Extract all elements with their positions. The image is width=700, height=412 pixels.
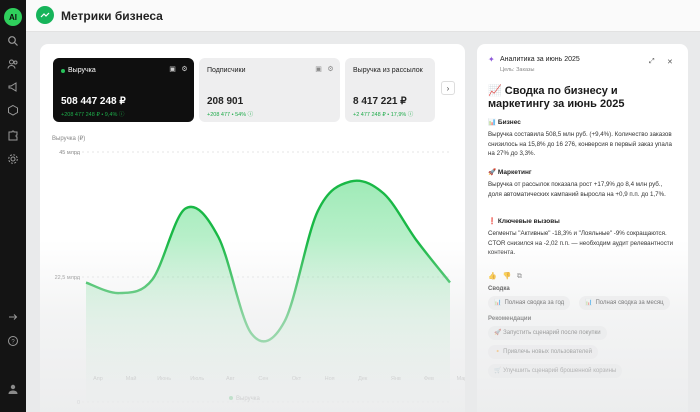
card-label: Выручка <box>68 67 96 74</box>
gear-icon[interactable] <box>6 152 20 166</box>
card-change: +208 477 • 54% ⓘ <box>207 112 254 118</box>
expand-icon[interactable]: ⤢ <box>649 58 655 65</box>
legend-marker <box>229 396 233 400</box>
section-heading: 🚀 Маркетинг <box>488 169 532 176</box>
chip-recommendation[interactable]: 🛒 Улучшить сценарий брошенной корзины <box>488 364 623 378</box>
assistant-header: Аналитика за июнь 2025 <box>500 56 580 63</box>
chip-recommendation[interactable]: 🔸 Привлечь новых пользователей <box>488 345 598 359</box>
x-tick-label: Сен <box>258 376 268 382</box>
chip-label: Полная сводка за месяц <box>595 300 664 306</box>
settings-icon[interactable]: ⚙ <box>181 66 188 73</box>
x-tick-label: Янв <box>391 376 401 382</box>
revenue-area <box>86 180 450 402</box>
card-label: Выручка из рассылок <box>353 67 423 74</box>
sparkle-icon: ✦ <box>488 55 495 64</box>
next-cards-button[interactable]: › <box>441 81 455 95</box>
data-point[interactable] <box>383 192 385 194</box>
active-dot <box>61 69 65 73</box>
help-icon[interactable]: ? <box>6 334 20 348</box>
x-tick-label: Май <box>126 375 137 382</box>
chip-month-summary[interactable]: 📊 Полная сводка за месяц <box>579 296 670 310</box>
user-icon[interactable] <box>6 382 20 396</box>
section-text: Сегменты "Активные" -18,3% и "Лояльные" … <box>488 230 674 256</box>
chevron-right-icon: › <box>446 83 450 93</box>
y-tick-label: 45 млрд <box>59 150 81 156</box>
card-value: 8 417 221 ₽ <box>353 96 407 107</box>
thumbs-up-icon[interactable]: 👍 <box>488 273 497 280</box>
app-logo[interactable]: AI <box>4 8 22 26</box>
card-label: Подписчики <box>207 67 246 74</box>
x-tick-label: Ноя <box>325 376 335 382</box>
image-icon[interactable]: ▣ <box>169 66 176 73</box>
data-point[interactable] <box>416 240 418 242</box>
section-heading: ❗ Ключевые вызовы <box>488 218 560 225</box>
recommendations-label: Рекомендации <box>488 316 532 322</box>
chip-label: Полная сводка за год <box>504 300 565 306</box>
left-nav-rail: AI ? <box>0 0 26 412</box>
x-tick-label: Фев <box>424 376 434 382</box>
chart-icon: 📊 <box>494 300 502 306</box>
data-point[interactable] <box>250 332 252 334</box>
x-tick-label: Апр <box>93 376 103 382</box>
x-tick-label: Июль <box>190 376 204 382</box>
data-point[interactable] <box>118 292 120 294</box>
page-title: Метрики бизнеса <box>61 9 163 23</box>
data-point[interactable] <box>151 279 153 281</box>
data-point[interactable] <box>350 180 352 182</box>
data-point[interactable] <box>85 281 87 283</box>
data-point[interactable] <box>283 320 285 322</box>
close-icon[interactable]: ✕ <box>667 59 673 66</box>
metrics-panel: Выручка ▣ ⚙ 508 447 248 ₽ +208 477 248 ₽… <box>40 44 465 412</box>
box-icon[interactable] <box>6 103 20 117</box>
megaphone-icon[interactable] <box>6 80 20 94</box>
card-revenue[interactable]: Выручка ▣ ⚙ 508 447 248 ₽ +208 477 248 ₽… <box>53 58 194 122</box>
data-point[interactable] <box>449 281 451 283</box>
copy-icon[interactable]: ⧉ <box>516 273 522 280</box>
x-tick-label: Окт <box>292 376 302 382</box>
puzzle-icon[interactable] <box>6 128 20 142</box>
assistant-subheader[interactable]: Цель: Заказы <box>500 67 535 73</box>
x-tick-label: Мар <box>457 376 465 382</box>
section-text: Выручка от рассылок показала рост +17,9%… <box>488 181 666 198</box>
feedback-actions: 👍 👎 ⧉ <box>488 265 527 283</box>
analytics-assistant-panel: ✦ Аналитика за июнь 2025 Цель: Заказы ⤢ … <box>477 44 688 412</box>
section-text: Выручка составила 508,5 млн руб. (+9,4%)… <box>488 131 672 157</box>
data-point[interactable] <box>217 236 219 238</box>
y-axis-title: Выручка (₽) <box>52 136 86 142</box>
revenue-chart: 45 млрд 22,5 млрд 0 Апр Май Июнь Июль Авг Сен Окт… <box>55 150 465 406</box>
card-newsletter-revenue[interactable]: Выручка из рассылок 8 417 221 ₽ +2 477 2… <box>345 58 435 122</box>
card-value: 508 447 248 ₽ <box>61 96 126 107</box>
card-change: +208 477 248 ₽ • 9,4% ⓘ <box>61 112 125 118</box>
card-value: 208 901 <box>207 96 244 107</box>
legend-label: Выручка <box>236 396 260 402</box>
trend-icon <box>36 6 54 24</box>
data-point[interactable] <box>184 207 186 209</box>
chip-recommendation[interactable]: 🚀 Запустить сценарий после покупки <box>488 326 607 340</box>
card-subscribers[interactable]: Подписчики ▣ ⚙ 208 901 +208 477 • 54% ⓘ <box>199 58 340 122</box>
x-tick-label: Дек <box>358 376 368 382</box>
data-point[interactable] <box>316 210 318 212</box>
top-bar: Метрики бизнеса <box>26 0 700 32</box>
settings-icon[interactable]: ⚙ <box>327 66 334 73</box>
search-icon[interactable] <box>6 34 20 48</box>
y-tick-label: 0 <box>77 400 80 406</box>
x-tick-label: Авг <box>226 376 235 382</box>
thumbs-down-icon[interactable]: 👎 <box>502 273 512 280</box>
svg-text:?: ? <box>11 339 15 345</box>
summary-group-label: Сводка <box>488 286 510 292</box>
logout-icon[interactable] <box>6 310 20 324</box>
card-change: +2 477 248 ₽ • 17,9% ⓘ <box>353 112 414 118</box>
y-tick-label: 22,5 млрд <box>55 275 81 281</box>
summary-title: 📈 Сводка по бизнесу и маркетингу за июнь… <box>488 85 625 110</box>
x-tick-label: Июнь <box>157 376 171 382</box>
chip-year-summary[interactable]: 📊 Полная сводка за год <box>488 296 571 310</box>
image-icon[interactable]: ▣ <box>315 66 322 73</box>
users-icon[interactable] <box>6 57 20 71</box>
section-heading: 📊 Бизнес <box>488 119 521 126</box>
chart-icon: 📊 <box>585 300 593 306</box>
